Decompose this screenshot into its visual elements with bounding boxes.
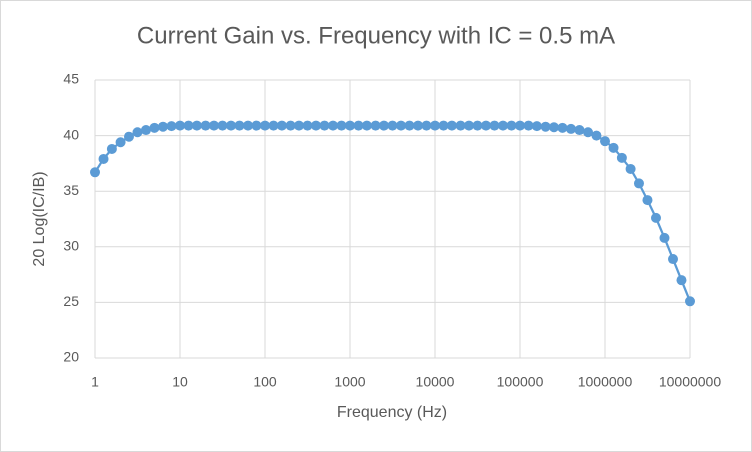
data-point — [616, 152, 627, 163]
data-point — [217, 120, 228, 131]
data-point — [276, 120, 287, 131]
data-point — [251, 120, 262, 131]
data-point — [234, 120, 245, 131]
x-tick-label: 10 — [172, 374, 188, 390]
data-point — [685, 296, 695, 307]
x-tick-label: 1 — [91, 374, 99, 390]
x-tick-label: 10000000 — [659, 374, 722, 390]
data-point — [421, 120, 432, 131]
data-point — [650, 212, 661, 223]
data-point — [90, 167, 100, 178]
x-axis-title: Frequency (Hz) — [337, 404, 447, 421]
data-point — [515, 120, 525, 131]
data-point — [378, 120, 389, 131]
y-tick-label: 20 — [63, 349, 79, 365]
data-point — [115, 137, 126, 148]
data-point — [285, 120, 296, 131]
data-point — [506, 120, 517, 131]
data-point — [302, 120, 313, 131]
data-point — [446, 120, 457, 131]
data-point — [404, 120, 415, 131]
data-point — [583, 127, 594, 138]
y-tick-label: 25 — [63, 293, 79, 309]
y-axis-title: 20 Log(IC/IB) — [31, 171, 48, 266]
data-point — [361, 120, 372, 131]
data-point — [489, 120, 500, 131]
data-point — [557, 122, 568, 133]
x-tick-label: 1000 — [334, 374, 365, 390]
data-point — [625, 163, 636, 174]
data-point — [123, 131, 134, 142]
data-point — [140, 125, 151, 136]
data-point — [548, 122, 559, 133]
data-point — [328, 120, 339, 131]
data-point — [430, 120, 440, 131]
data-point — [158, 121, 169, 132]
data-point — [106, 143, 117, 154]
data-point — [668, 254, 679, 265]
data-point — [175, 120, 185, 131]
data-point — [531, 121, 542, 132]
data-point — [132, 127, 143, 138]
data-point — [370, 120, 381, 131]
data-point — [98, 153, 109, 164]
data-point — [642, 195, 653, 206]
data-point — [293, 120, 304, 131]
data-point — [225, 120, 236, 131]
x-tick-label: 1000000 — [578, 374, 633, 390]
x-tick-label: 100000 — [497, 374, 544, 390]
data-point — [463, 120, 474, 131]
data-point — [591, 130, 602, 141]
data-point — [395, 120, 406, 131]
data-point — [200, 120, 211, 131]
data-point — [345, 120, 355, 131]
data-point — [260, 120, 270, 131]
data-point — [633, 178, 644, 189]
y-tick-label: 40 — [63, 126, 79, 142]
data-point — [413, 120, 424, 131]
data-point — [208, 120, 219, 131]
data-point — [243, 120, 254, 131]
data-point — [336, 120, 347, 131]
data-point — [191, 120, 202, 131]
data-point — [659, 232, 670, 243]
data-point — [608, 142, 619, 153]
data-point — [600, 136, 610, 147]
data-point — [268, 120, 279, 131]
data-point — [540, 121, 551, 132]
x-tick-label: 10000 — [416, 374, 455, 390]
data-point — [455, 120, 466, 131]
data-point — [523, 120, 534, 131]
y-tick-label: 35 — [63, 182, 79, 198]
y-tick-label: 45 — [63, 71, 79, 87]
x-tick-label: 100 — [253, 374, 277, 390]
chart-title: Current Gain vs. Frequency with IC = 0.5… — [137, 22, 615, 49]
data-point — [387, 120, 398, 131]
data-point — [438, 120, 449, 131]
data-point — [183, 120, 194, 131]
data-point — [353, 120, 364, 131]
data-point — [676, 275, 687, 286]
data-point — [149, 122, 160, 133]
y-tick-label: 30 — [63, 238, 79, 254]
data-point — [574, 125, 585, 136]
data-point — [498, 120, 509, 131]
data-point — [310, 120, 321, 131]
data-point — [472, 120, 483, 131]
data-point — [166, 121, 177, 132]
data-point — [319, 120, 330, 131]
data-point — [480, 120, 491, 131]
data-point — [565, 123, 576, 134]
